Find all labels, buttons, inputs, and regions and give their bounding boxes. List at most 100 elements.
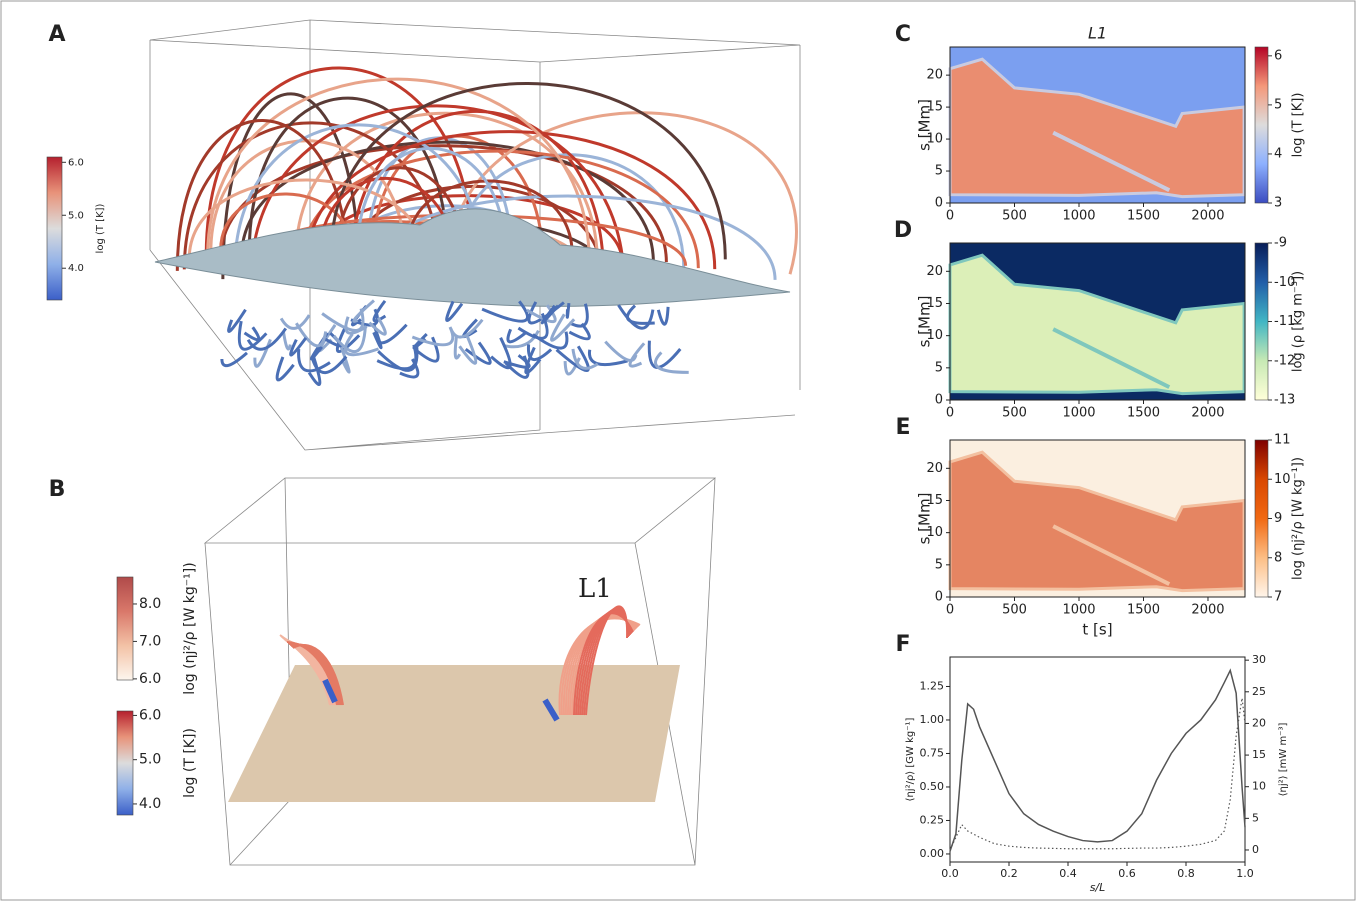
root-line (656, 306, 670, 326)
x-tick-label: 500 (1002, 209, 1027, 224)
root-line (490, 337, 512, 370)
root-line (335, 324, 361, 354)
x-tick-label: 1000 (1062, 209, 1095, 224)
colorbar-label: log (ρ [kg m⁻³]) (1291, 271, 1306, 372)
root-line (281, 331, 292, 351)
colorbar-label: log (T [K]) (182, 728, 198, 798)
root-line (604, 340, 638, 362)
root-line (445, 300, 464, 322)
panel-label: C (895, 22, 911, 47)
root-line (243, 326, 261, 342)
root-line (628, 342, 646, 368)
axes-frame (949, 439, 1246, 598)
colorbar-label: log (T [K]) (1291, 93, 1306, 158)
colorbar-label: log (T [K]) (95, 203, 106, 253)
surface (154, 208, 791, 307)
field-line (294, 111, 599, 264)
y-tick-label: 1.00 (920, 713, 945, 726)
root-line (565, 303, 571, 319)
panel-label: D (894, 218, 912, 243)
field-line (240, 140, 655, 263)
colorbar-tick-label: -12 (1274, 353, 1295, 368)
field-line (206, 77, 591, 263)
root-line (352, 299, 375, 323)
foot (322, 678, 560, 722)
heatmap-streak (1052, 130, 1171, 193)
colorbar (1254, 46, 1269, 204)
y2-tick-label: 10 (1252, 780, 1266, 793)
y-tick-label: 1.25 (920, 679, 945, 692)
root-line (617, 304, 655, 330)
y2-tick-label: 5 (1252, 811, 1259, 824)
y-tick-label: 20 (926, 264, 943, 279)
colorbar-tick-label: 6.0 (139, 707, 161, 723)
x-tick-label: 0.2 (1000, 867, 1018, 880)
y-tick-label: 5 (935, 164, 943, 179)
field-line (305, 130, 717, 270)
x-tick-label: 0.6 (1118, 867, 1136, 880)
root-line (568, 303, 589, 328)
y-tick-label: 0.00 (920, 847, 945, 860)
root-line (295, 322, 328, 348)
y-tick-label: 15 (926, 100, 943, 115)
colorbar-tick-label: 6.0 (139, 671, 161, 687)
x-tick-label: 0.0 (941, 867, 959, 880)
y-tick-label: 20 (926, 68, 943, 83)
y-tick-label: 10 (926, 525, 943, 540)
y-tick-label: 0.25 (920, 813, 945, 826)
root-line (458, 335, 478, 365)
root-line (654, 351, 689, 374)
chart-title: L1 (1088, 24, 1107, 43)
y-axis-label: s [Mm] (916, 296, 934, 348)
colorbar (116, 576, 134, 681)
colorbar-tick-label: -13 (1274, 393, 1295, 408)
x-tick-label: 1500 (1127, 406, 1160, 421)
y-tick-label: 0.75 (920, 746, 945, 759)
colorbar (116, 710, 134, 816)
root-line (368, 316, 387, 336)
heatmap-streak (1052, 327, 1171, 389)
x-tick-label: 2000 (1191, 603, 1224, 618)
axes-frame (949, 242, 1246, 401)
y2-tick-label: 25 (1252, 685, 1266, 698)
root-line (246, 327, 288, 351)
colorbar-tick-label: 7.0 (139, 633, 161, 649)
x-tick-label: 500 (1002, 603, 1027, 618)
field-line (405, 179, 574, 256)
colorbar-tick-label: 4 (1274, 146, 1282, 161)
colorbar-tick-label: 10 (1274, 472, 1291, 487)
colorbar-tick-label: 5 (1274, 97, 1282, 112)
y-tick-label: 0 (935, 393, 943, 408)
root-line (411, 326, 455, 347)
y-tick-label: 15 (926, 296, 943, 311)
root-line (343, 333, 379, 357)
colorbar-label: log (ηj²/ρ [W kg⁻¹]) (182, 562, 198, 694)
root-line (375, 323, 408, 345)
colorbar-tick-label: 5.0 (68, 210, 84, 221)
root-line (372, 299, 387, 323)
colorbar-tick-label: 3 (1274, 196, 1282, 211)
line-series (949, 698, 1246, 851)
y-tick-label: 5 (935, 557, 943, 572)
x-tick-label: 1500 (1127, 209, 1160, 224)
x-tick-label: 1000 (1062, 603, 1095, 618)
root-line (464, 341, 492, 366)
root-line (453, 335, 462, 360)
x-tick-label: 0.8 (1177, 867, 1195, 880)
root-line (297, 348, 331, 373)
root-line (279, 314, 311, 330)
panel-label: E (895, 415, 910, 440)
axes-frame (949, 46, 1246, 204)
root-line (311, 355, 348, 375)
x-tick-label: 500 (1002, 406, 1027, 421)
root-line (344, 316, 368, 335)
root-line (524, 346, 542, 375)
colorbar-tick-label: 4.0 (139, 796, 161, 812)
colorbar-tick-label: -9 (1274, 236, 1287, 251)
loop (585, 605, 629, 716)
colorbar (46, 156, 63, 301)
panel-label: A (48, 22, 65, 47)
colorbar-label: log (ηj²/ρ [W kg⁻¹]) (1291, 457, 1306, 580)
root-line (517, 312, 549, 340)
colorbar-tick-label: -10 (1274, 275, 1295, 290)
